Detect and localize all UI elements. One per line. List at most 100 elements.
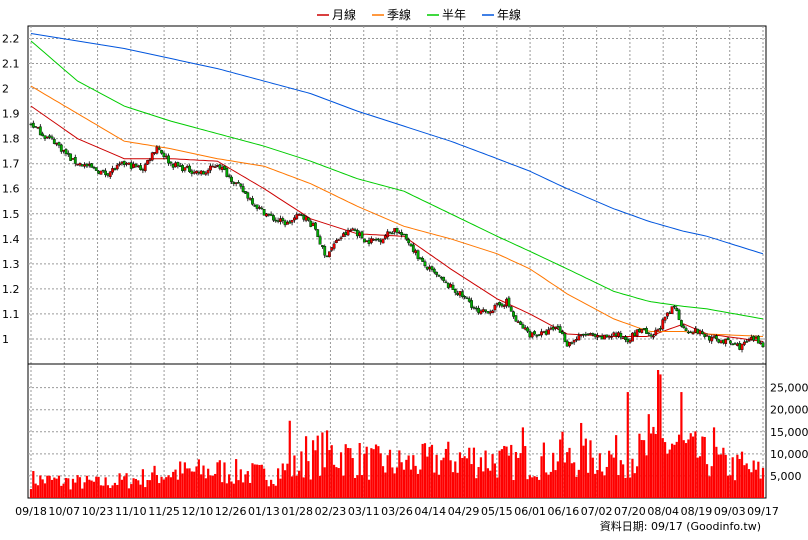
volume-bar <box>167 475 170 498</box>
volume-bar <box>444 448 448 498</box>
date-tick-label: 05/15 <box>481 505 513 518</box>
volume-bar <box>346 447 350 498</box>
volume-bar <box>165 477 168 498</box>
candle-body <box>752 335 756 341</box>
candle-body <box>220 166 224 170</box>
candle-body <box>488 311 492 314</box>
volume-bar <box>71 478 75 498</box>
volume-bar <box>244 474 247 498</box>
candle-body <box>358 232 362 236</box>
candle-body <box>495 303 499 305</box>
candle-body <box>125 163 128 165</box>
volume-bar <box>514 451 517 498</box>
volume-bar <box>179 461 182 498</box>
candle-body <box>34 126 38 128</box>
candle-body <box>561 331 564 335</box>
volume-bar <box>358 443 361 498</box>
date-tick-label: 09/17 <box>747 505 779 518</box>
candle-body <box>584 334 588 336</box>
candle-body <box>645 327 648 334</box>
date-tick-label: 07/02 <box>581 505 613 518</box>
legend-label-1: 季線 <box>387 7 411 22</box>
candle-body <box>276 220 280 222</box>
candle-body <box>106 173 110 176</box>
volume-bar <box>132 478 135 498</box>
volume-bar <box>717 454 720 498</box>
volume-bar <box>223 462 226 498</box>
volume-bar <box>447 441 450 498</box>
volume-bar <box>76 475 79 498</box>
volume-bar <box>286 463 289 498</box>
candle-body <box>162 152 166 158</box>
candle-body <box>402 233 406 236</box>
candle-body <box>379 240 383 243</box>
candle-body <box>537 334 541 336</box>
candle-body <box>456 293 460 295</box>
volume-bar <box>270 479 273 498</box>
candle-body <box>155 146 159 154</box>
volume-bar <box>407 455 410 498</box>
volume-bar <box>67 478 70 498</box>
volume-bar <box>360 475 364 498</box>
volume-bar <box>426 456 429 498</box>
candle-body <box>677 309 681 320</box>
volume-bar <box>647 414 650 498</box>
candle-body <box>346 229 350 236</box>
candle-body <box>59 144 63 152</box>
candle-body <box>467 298 471 302</box>
candle-body <box>500 303 504 307</box>
volume-bar <box>526 479 529 498</box>
candle-body <box>283 220 287 226</box>
volume-bar <box>719 454 723 498</box>
volume-bar <box>589 440 592 498</box>
volume-bar <box>405 459 408 498</box>
candle-body <box>638 328 641 333</box>
volume-bar <box>332 464 336 498</box>
candle-body <box>48 135 52 138</box>
volume-bar <box>57 475 61 498</box>
volume-bar <box>437 474 441 498</box>
price-tick-label: 1 <box>2 333 9 346</box>
volume-bar <box>116 484 119 498</box>
volume-bar <box>293 455 296 498</box>
candle-body <box>286 222 289 225</box>
candle-body <box>572 339 576 343</box>
candle-body <box>381 238 385 244</box>
candle-body <box>174 162 177 168</box>
ma-line-1 <box>30 85 764 337</box>
candle-body <box>435 271 439 275</box>
volume-bar <box>524 446 527 498</box>
candle-body <box>663 316 667 321</box>
candle-body <box>69 153 73 161</box>
volume-bar <box>554 470 557 498</box>
candle-body <box>248 198 252 200</box>
candle-body <box>675 308 679 311</box>
volume-bar <box>608 450 611 498</box>
candle-body <box>460 291 464 297</box>
candle-body <box>225 168 229 177</box>
candle-body <box>281 218 285 221</box>
volume-bar <box>458 452 462 498</box>
volume-bar <box>300 451 303 498</box>
volume-bar <box>48 475 51 498</box>
candle-body <box>647 332 651 335</box>
candle-body <box>477 307 480 313</box>
candle-body <box>113 168 117 171</box>
volume-bar <box>675 441 678 498</box>
candle-body <box>265 213 268 217</box>
volume-bar <box>130 484 133 498</box>
candle-body <box>148 159 152 162</box>
volume-bar <box>752 460 755 498</box>
candle-body <box>274 219 278 222</box>
volume-bar <box>601 471 604 498</box>
volume-bar <box>328 450 331 498</box>
candle-body <box>188 165 191 172</box>
candle-body <box>607 335 611 338</box>
candle-body <box>45 136 49 139</box>
candle-body <box>621 337 625 340</box>
candle-body <box>302 215 306 220</box>
volume-bar <box>547 474 550 498</box>
candle-body <box>542 331 546 333</box>
volume-bar <box>307 461 310 498</box>
volume-bar <box>540 456 543 498</box>
